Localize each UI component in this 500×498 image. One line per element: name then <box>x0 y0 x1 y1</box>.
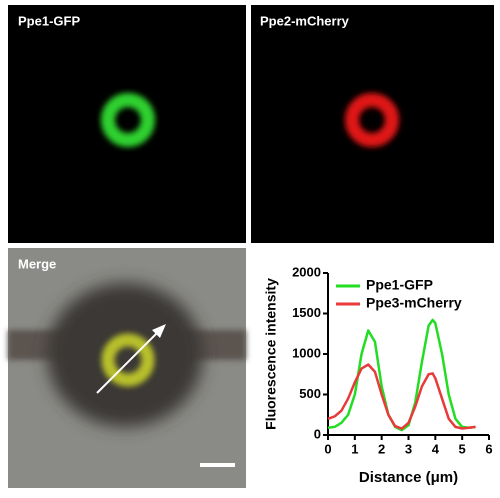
gfp-panel <box>8 5 246 243</box>
y-tick-label: 1000 <box>292 345 321 360</box>
series-line <box>327 363 476 430</box>
y-axis-label: Fluorescence intensity <box>263 278 279 430</box>
merge-ring <box>101 333 155 387</box>
y-tick-label: 0 <box>314 426 321 441</box>
arrow-head <box>152 324 166 338</box>
line-chart: 0 500 1000 1500 2000 0 1 2 3 4 5 6 Distance (μm) Fluo… <box>263 264 493 486</box>
legend-label: Ppe3-mCherry <box>366 295 462 311</box>
x-tick-label: 4 <box>432 441 440 456</box>
x-tick-label: 6 <box>485 441 492 456</box>
x-tick-label: 0 <box>324 441 331 456</box>
x-axis-label: Distance (μm) <box>359 469 458 486</box>
panel-label: Ppe2-mCherry <box>260 13 350 28</box>
cell-body <box>47 283 203 427</box>
x-tick-label: 1 <box>351 441 358 456</box>
panel-label: Merge <box>18 256 56 271</box>
y-tick-label: 500 <box>299 386 321 401</box>
x-tick-label: 5 <box>459 441 466 456</box>
panel-label: Ppe1-GFP <box>18 13 80 28</box>
y-tick-label: 1500 <box>292 305 321 320</box>
x-tick-label: 2 <box>378 441 385 456</box>
gfp-ring <box>101 93 155 147</box>
x-tick-label: 3 <box>405 441 412 456</box>
profile-arrow <box>96 329 161 394</box>
mcherry-ring <box>345 93 399 147</box>
series-line <box>327 318 476 432</box>
legend-label: Ppe1-GFP <box>366 277 433 293</box>
y-tick-label: 2000 <box>292 264 321 279</box>
mcherry-panel <box>251 5 494 243</box>
